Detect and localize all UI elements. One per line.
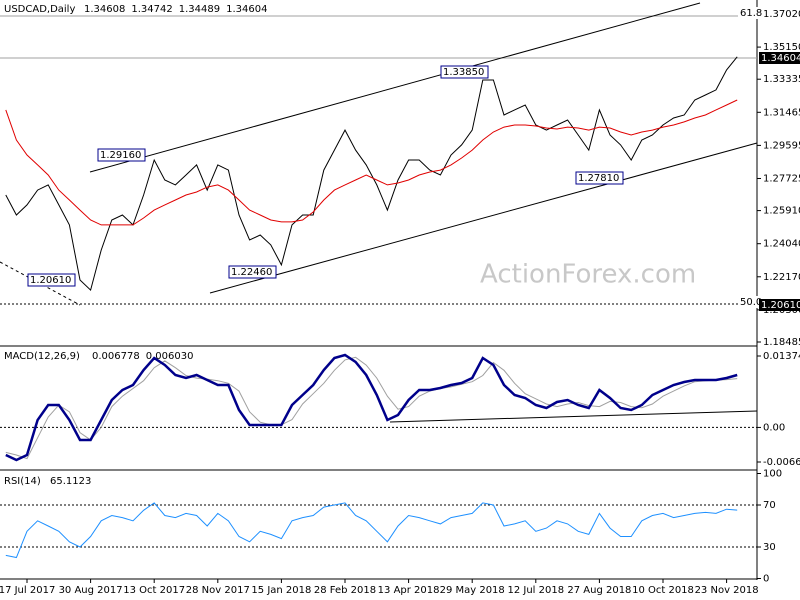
annotation-label: 1.34604 xyxy=(761,53,800,64)
price-annotation: 1.20610 xyxy=(759,299,800,311)
y-tick-label: 1.29595 xyxy=(763,140,800,151)
macd-trend-line xyxy=(389,410,758,423)
annotation-box xyxy=(759,299,800,311)
price-annotation: 61.8 xyxy=(738,7,765,19)
y-tick-label: -0.006652 xyxy=(763,457,800,468)
y-tick-label: 1.35150 xyxy=(763,42,800,53)
annotation-label: 1.33850 xyxy=(443,67,484,78)
annotation-box xyxy=(27,273,76,287)
readout-value: 0.006030 xyxy=(146,351,194,362)
y-tick-label: 1.31465 xyxy=(763,107,800,118)
readout-value: 1.34604 xyxy=(226,4,267,15)
price-annotation: 1.29160 xyxy=(97,148,146,162)
price-annotation: 1.20610 xyxy=(27,273,76,287)
x-tick-label: 23 Nov 2018 xyxy=(695,585,759,596)
readout-value: 65.1123 xyxy=(50,476,91,487)
annotation-label: 50.0 xyxy=(740,297,762,308)
x-tick-label: 27 Aug 2018 xyxy=(567,585,631,596)
rsi-title: RSI(14) xyxy=(4,476,41,487)
annotation-box xyxy=(575,171,624,185)
annotation-box xyxy=(440,65,489,79)
annotation-box xyxy=(97,148,146,162)
price-annotation: 1.22460 xyxy=(228,265,277,279)
price-annotation: 1.27810 xyxy=(575,171,624,185)
annotation-box xyxy=(759,52,800,64)
y-tick-label: 100 xyxy=(763,469,782,480)
annotation-box xyxy=(738,7,765,19)
y-tick-label: 1.25910 xyxy=(763,206,800,217)
y-tick-label: 1.18485 xyxy=(763,337,800,348)
x-tick-label: 10 Oct 2018 xyxy=(632,585,694,596)
series-line xyxy=(5,99,738,226)
annotation-box xyxy=(738,296,765,308)
price-annotation: 1.33850 xyxy=(440,65,489,79)
macd-title: MACD(12,26,9) xyxy=(4,351,80,362)
annotation-box xyxy=(228,265,277,279)
x-tick-label: 15 Jan 2018 xyxy=(251,585,311,596)
annotation-label: 1.20610 xyxy=(30,275,71,286)
watermark: ActionForex.com xyxy=(480,260,696,290)
x-tick-label: 13 Oct 2017 xyxy=(123,585,185,596)
trend-lines xyxy=(0,2,758,423)
x-tick-label: 28 Feb 2018 xyxy=(314,585,376,596)
y-tick-label: 1.27725 xyxy=(763,173,800,184)
x-tick-label: 28 Nov 2017 xyxy=(186,585,250,596)
x-tick-label: 17 Jul 2017 xyxy=(0,585,55,596)
price-annotation: 50.0 xyxy=(738,296,765,308)
readout-value: 1.34608 xyxy=(84,4,125,15)
y-tick-label: 1.33335 xyxy=(763,74,800,85)
price-title: USDCAD,Daily xyxy=(4,4,75,15)
annotation-label: 61.8 xyxy=(740,8,762,19)
readout-value: 1.34742 xyxy=(131,4,172,15)
price-annotation: 1.34604 xyxy=(759,52,800,64)
channel-upper xyxy=(89,2,701,173)
readout-value: 1.34489 xyxy=(179,4,220,15)
annotation-label: 1.27810 xyxy=(578,173,619,184)
frames xyxy=(0,0,758,580)
annotation-label: 1.22460 xyxy=(231,267,272,278)
y-tick-label: 0.00 xyxy=(763,422,785,433)
x-tick-label: 30 Aug 2017 xyxy=(59,585,123,596)
readout-value: 0.006778 xyxy=(92,351,140,362)
y-tick-label: 1.22170 xyxy=(763,272,800,283)
series-line xyxy=(5,353,738,462)
y-tick-label: 30 xyxy=(763,542,776,553)
x-tick-label: 13 Apr 2018 xyxy=(378,585,440,596)
series-line xyxy=(5,56,738,292)
y-tick-label: 0.013745 xyxy=(763,351,800,362)
annotation-label: 1.20610 xyxy=(761,300,800,311)
annotation-label: 1.29160 xyxy=(100,150,141,161)
x-tick-label: 12 Jul 2018 xyxy=(507,585,564,596)
y-tick-label: 1.37020 xyxy=(763,9,800,20)
series-line xyxy=(5,502,738,559)
channel-lower xyxy=(209,142,758,294)
y-tick-label: 0 xyxy=(763,574,769,585)
y-tick-label: 70 xyxy=(763,500,776,511)
x-tick-label: 29 May 2018 xyxy=(440,585,505,596)
y-tick-label: 1.24040 xyxy=(763,239,800,250)
